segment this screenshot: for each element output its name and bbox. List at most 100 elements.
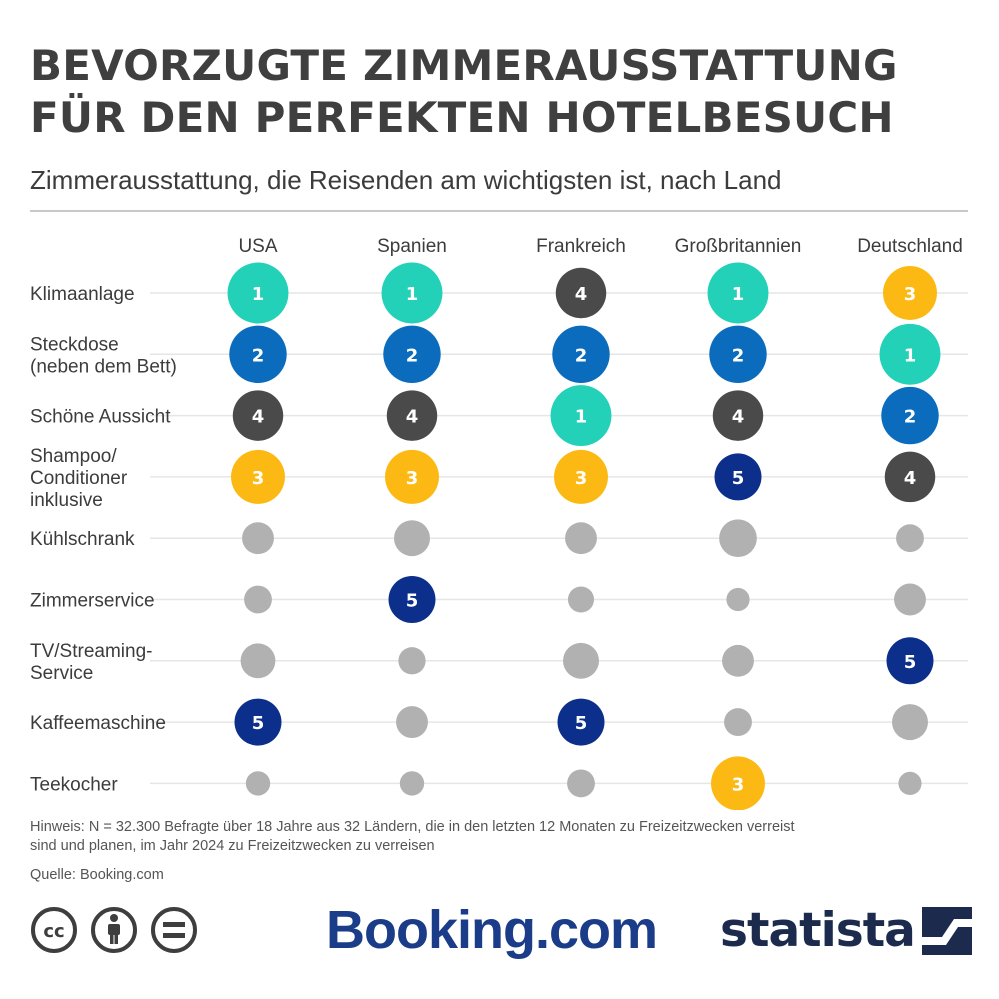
ranking-chart: USA Spanien Frankreich Großbritannien Deutsc…	[30, 236, 968, 810]
booking-logo[interactable]: Booking.com	[326, 900, 658, 960]
rank-bubble	[714, 453, 762, 501]
rank-bubble	[234, 698, 282, 746]
header-divider	[30, 210, 968, 212]
rank-label: 5	[732, 468, 745, 489]
rank-label: 2	[575, 345, 588, 366]
unranked-dot	[567, 769, 595, 798]
column-header-5: Deutschland	[857, 236, 963, 257]
rank-label: 5	[904, 652, 917, 673]
unranked-dot	[398, 647, 426, 675]
rank-bubble	[555, 267, 607, 319]
rank-bubble	[707, 262, 769, 324]
rank-label: 3	[406, 468, 419, 489]
row-label-line: Klimaanlage	[30, 284, 135, 305]
rank-label: 4	[732, 407, 745, 428]
statista-wordmark: statista	[720, 903, 916, 958]
cc-icon[interactable]: cc	[31, 907, 77, 953]
unranked-dot	[242, 522, 274, 555]
unranked-dot	[565, 522, 597, 555]
rank-label: 1	[406, 284, 419, 305]
unranked-dot	[245, 771, 271, 796]
rank-label: 2	[252, 345, 265, 366]
row-label-5: Kühlschrank	[30, 529, 135, 550]
rank-bubble	[550, 385, 612, 447]
rank-bubble	[386, 390, 438, 441]
unranked-dot	[394, 520, 430, 557]
footnote-line-1: Hinweis: N = 32.300 Befragte über 18 Jah…	[30, 819, 795, 835]
rank-label: 1	[904, 345, 917, 366]
row-label-line: inklusive	[30, 490, 103, 511]
row-label-line: Teekocher	[30, 774, 118, 795]
rank-bubble	[231, 449, 285, 504]
rank-label: 4	[904, 468, 917, 489]
rank-bubble	[381, 262, 443, 324]
rank-bubble	[552, 325, 610, 384]
chart-title: BEVORZUGTE ZIMMERAUSSTATTUNG FÜR DEN PER…	[30, 40, 980, 144]
row-label-2: Steckdose (neben dem Bett)	[30, 334, 177, 377]
row-label-line: Kühlschrank	[30, 529, 135, 550]
license-icons: cc	[30, 906, 205, 961]
unranked-dot	[894, 583, 926, 616]
rank-label: 2	[406, 345, 419, 366]
rank-label: 4	[406, 407, 419, 428]
rank-bubble	[227, 262, 289, 324]
no-derivatives-icon[interactable]	[151, 907, 197, 953]
row-label-line: Conditioner	[30, 468, 128, 489]
unranked-dot	[719, 519, 757, 558]
unranked-dot	[240, 643, 276, 679]
unranked-dot	[563, 642, 599, 679]
rank-bubble	[881, 386, 939, 445]
footnote: Hinweis: N = 32.300 Befragte über 18 Jah…	[30, 818, 930, 856]
row-label-line: Zimmerservice	[30, 591, 155, 612]
unranked-dot	[724, 708, 752, 737]
column-header-4: Großbritannien	[675, 236, 802, 257]
row-label-line: Kaffeemaschine	[30, 713, 166, 734]
rank-label: 5	[575, 713, 588, 734]
rank-label: 5	[406, 591, 419, 612]
row-label-line: Steckdose	[30, 334, 119, 355]
unranked-dot	[396, 706, 428, 739]
attribution-icon[interactable]	[91, 907, 137, 953]
row-label-line: TV/Streaming-	[30, 641, 152, 662]
unranked-dot	[896, 524, 924, 553]
row-label-9: Teekocher	[30, 774, 118, 795]
source-text: Quelle: Booking.com	[30, 867, 164, 883]
column-header-2: Spanien	[377, 236, 447, 257]
unranked-dot	[722, 644, 754, 677]
unranked-dot	[567, 586, 595, 613]
rank-label: 4	[252, 407, 265, 428]
footnote-line-2: sind und planen, im Jahr 2024 zu Freizei…	[30, 838, 435, 854]
rank-label: 3	[904, 284, 917, 305]
unranked-dot	[892, 704, 928, 741]
row-label-4: Shampoo/Conditioner inklusive	[30, 446, 128, 511]
rank-bubble	[388, 576, 436, 623]
row-label-1: Klimaanlage	[30, 284, 135, 305]
chart-title-line-1: BEVORZUGTE ZIMMERAUSSTATTUNG	[30, 41, 898, 90]
unranked-dot	[399, 771, 425, 796]
rank-label: 3	[252, 468, 265, 489]
rank-label: 1	[732, 284, 745, 305]
rank-label: 3	[732, 774, 745, 795]
rank-label: 4	[575, 284, 588, 305]
rank-bubble	[383, 325, 441, 384]
column-header-1: USA	[238, 236, 277, 257]
svg-text:cc: cc	[43, 921, 64, 942]
row-label-line: Schöne Aussicht	[30, 407, 171, 428]
rank-bubble	[886, 637, 934, 685]
row-label-line: Service	[30, 663, 93, 684]
rank-bubble	[554, 449, 608, 504]
unranked-dot	[244, 585, 272, 614]
row-label-line: (neben dem Bett)	[30, 356, 177, 377]
rank-bubble	[232, 390, 284, 441]
unranked-dot	[898, 771, 922, 796]
rank-label: 2	[904, 407, 917, 428]
unranked-dot	[726, 587, 750, 612]
chart-title-line-2: FÜR DEN PERFEKTEN HOTELBESUCH	[30, 93, 894, 142]
row-label-7: TV/Streaming-Service	[30, 641, 152, 684]
row-label-8: Kaffeemaschine	[30, 713, 166, 734]
rank-label: 2	[732, 345, 745, 366]
rank-bubble	[879, 323, 941, 385]
rank-bubble	[229, 325, 287, 384]
rank-bubble	[557, 698, 605, 746]
rank-label: 3	[575, 468, 588, 489]
